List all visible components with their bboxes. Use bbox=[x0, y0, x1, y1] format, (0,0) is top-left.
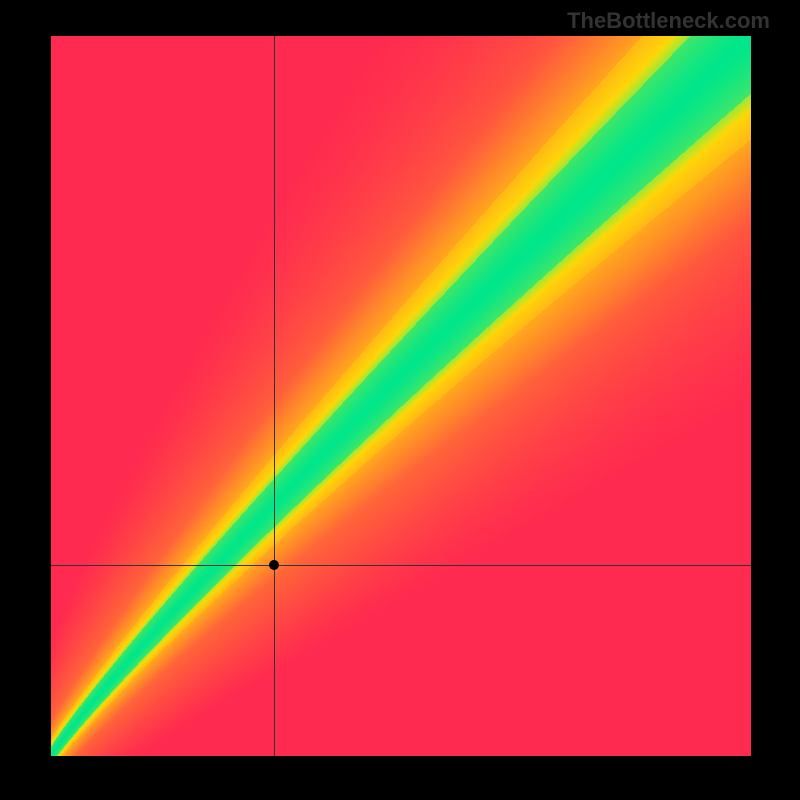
chart-container: TheBottleneck.com bbox=[0, 0, 800, 800]
plot-area bbox=[50, 35, 752, 757]
heatmap-canvas bbox=[51, 36, 751, 756]
watermark-text: TheBottleneck.com bbox=[567, 8, 770, 34]
